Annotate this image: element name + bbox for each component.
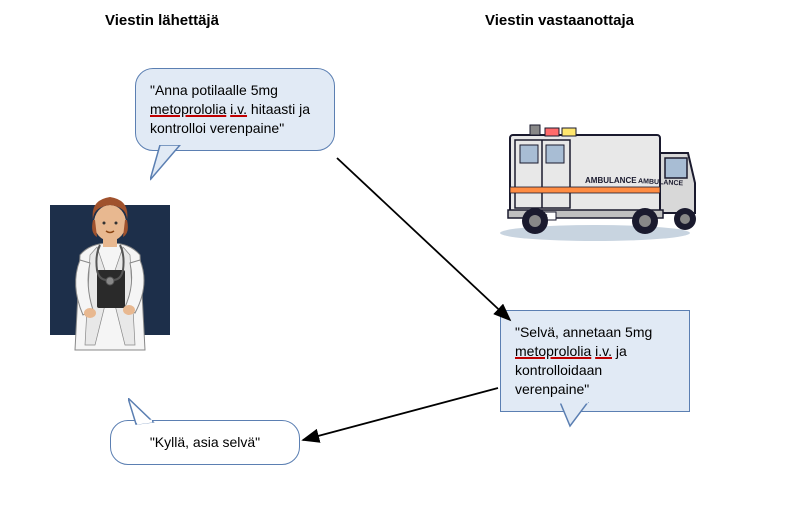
ack-text: "Kyllä, asia selvä" xyxy=(150,434,260,450)
instruction-text-prefix: "Anna potilaalle 5mg xyxy=(150,82,278,98)
bubble-ack-tail xyxy=(128,398,168,428)
doctor-illustration xyxy=(35,185,185,345)
ambulance-illustration: AMBULANCE AMBULANCE 168·11 xyxy=(490,115,690,235)
heading-receiver: Viestin vastaanottaja xyxy=(485,12,634,29)
bubble-instruction-tail xyxy=(150,145,190,185)
instruction-underlined-2: i.v. xyxy=(230,101,247,117)
instruction-underlined-1: metoprololia xyxy=(150,101,226,117)
confirm-underlined-2: i.v. xyxy=(595,343,612,359)
speech-confirm-tail xyxy=(560,402,600,430)
bubble-instruction: "Anna potilaalle 5mg metoprololia i.v. h… xyxy=(135,68,335,151)
arrow-confirm-to-ack xyxy=(303,388,498,440)
confirm-underlined-1: metoprololia xyxy=(515,343,591,359)
confirm-text-prefix: "Selvä, annetaan 5mg xyxy=(515,324,652,340)
doctor-icon xyxy=(35,185,185,355)
ambulance-icon: AMBULANCE AMBULANCE 168·11 xyxy=(490,115,700,245)
heading-sender: Viestin lähettäjä xyxy=(105,12,219,29)
svg-text:AMBULANCE: AMBULANCE xyxy=(585,176,637,185)
arrow-instruction-to-confirm xyxy=(337,158,510,320)
speech-confirm: "Selvä, annetaan 5mg metoprololia i.v. j… xyxy=(500,310,690,412)
